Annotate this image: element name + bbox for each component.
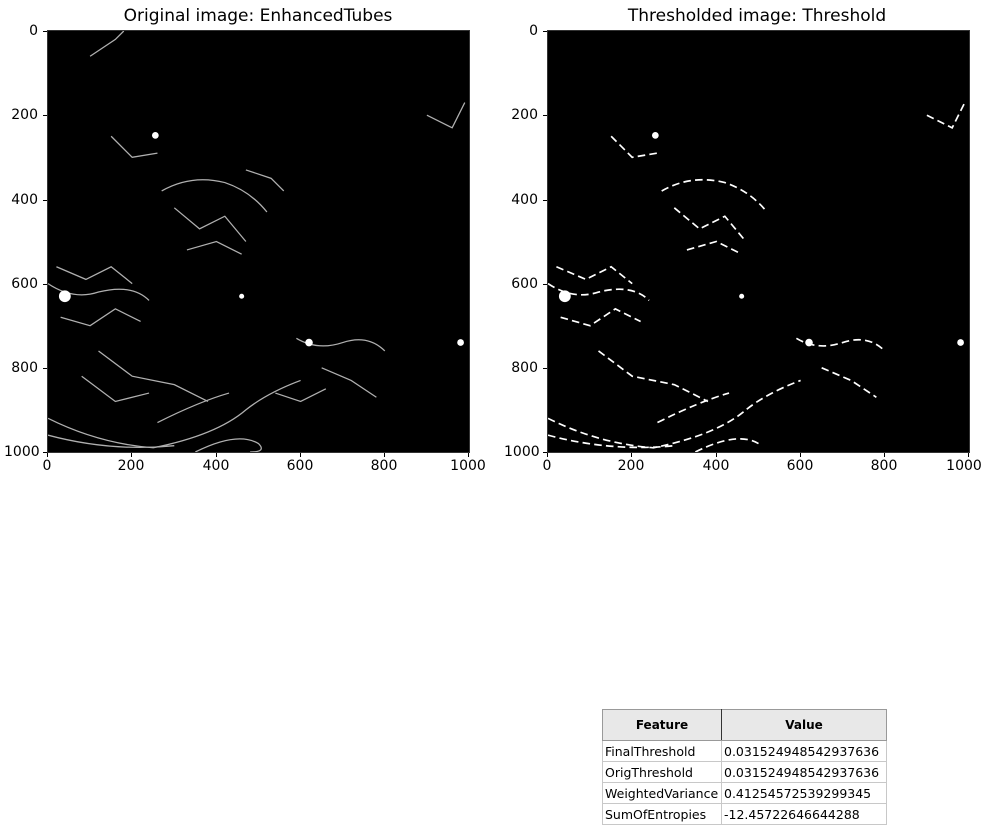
y-tick-mark xyxy=(43,368,47,369)
x-tick-label: 0 xyxy=(542,458,552,474)
y-tick-mark xyxy=(543,31,547,32)
threshold-image xyxy=(548,102,966,452)
y-tick-label: 0 xyxy=(29,23,38,39)
x-tick-label: 800 xyxy=(870,458,898,474)
column-header-value: Value xyxy=(721,709,887,741)
y-tick-mark xyxy=(543,115,547,116)
y-tick-label: 200 xyxy=(11,107,38,123)
y-tick-mark xyxy=(543,368,547,369)
y-tick-mark xyxy=(43,452,47,453)
x-tick-label: 1000 xyxy=(946,458,982,474)
y-tick-label: 600 xyxy=(11,276,38,292)
value-cell: 0.031524948542937636 xyxy=(721,740,887,762)
y-tick-label: 600 xyxy=(511,276,538,292)
x-tick-mark xyxy=(968,453,969,457)
x-tick-label: 400 xyxy=(202,458,230,474)
x-tick-label: 0 xyxy=(42,458,52,474)
table-row: OrigThreshold 0.031524948542937636 xyxy=(602,761,887,783)
x-tick-label: 1000 xyxy=(450,458,486,474)
x-tick-label: 400 xyxy=(702,458,730,474)
y-tick-label: 800 xyxy=(11,360,38,376)
y-tick-label: 400 xyxy=(11,192,38,208)
x-tick-mark xyxy=(800,453,801,457)
feature-cell: SumOfEntropies xyxy=(602,803,722,825)
y-tick-mark xyxy=(543,200,547,201)
x-tick-mark xyxy=(47,453,48,457)
x-tick-label: 800 xyxy=(370,458,398,474)
y-tick-mark xyxy=(43,200,47,201)
value-cell: 0.031524948542937636 xyxy=(721,761,887,783)
x-tick-mark xyxy=(384,453,385,457)
table-row: FinalThreshold 0.031524948542937636 xyxy=(602,740,887,762)
thresholded-image xyxy=(547,30,970,453)
column-header-feature: Feature xyxy=(602,709,722,741)
feature-cell: OrigThreshold xyxy=(602,761,722,783)
y-tick-label: 1000 xyxy=(4,444,40,460)
x-tick-label: 200 xyxy=(117,458,145,474)
x-tick-mark xyxy=(131,453,132,457)
y-tick-mark xyxy=(43,115,47,116)
y-tick-label: 0 xyxy=(529,23,538,39)
y-tick-mark xyxy=(43,31,47,32)
x-tick-mark xyxy=(631,453,632,457)
y-tick-label: 1000 xyxy=(504,444,540,460)
table-header-row: Feature Value xyxy=(602,709,887,741)
x-tick-mark xyxy=(884,453,885,457)
feature-cell: FinalThreshold xyxy=(602,740,722,762)
x-tick-mark xyxy=(716,453,717,457)
y-tick-label: 400 xyxy=(511,192,538,208)
enhanced-tubes-image xyxy=(48,31,466,452)
x-tick-mark xyxy=(300,453,301,457)
table-row: WeightedVariance 0.41254572539299345 xyxy=(602,782,887,804)
y-tick-label: 200 xyxy=(511,107,538,123)
y-tick-mark xyxy=(543,452,547,453)
x-tick-mark xyxy=(547,453,548,457)
y-tick-mark xyxy=(43,284,47,285)
y-tick-mark xyxy=(543,284,547,285)
x-tick-label: 200 xyxy=(617,458,645,474)
feature-cell: WeightedVariance xyxy=(602,782,722,804)
table-row: SumOfEntropies -12.45722646644288 xyxy=(602,803,887,825)
x-tick-mark xyxy=(468,453,469,457)
x-tick-mark xyxy=(216,453,217,457)
feature-table: Feature Value FinalThreshold 0.031524948… xyxy=(602,709,887,825)
original-image-title: Original image: EnhancedTubes xyxy=(123,6,393,26)
thresholded-image-title: Thresholded image: Threshold xyxy=(627,6,887,26)
y-tick-label: 800 xyxy=(511,360,538,376)
value-cell: -12.45722646644288 xyxy=(721,803,887,825)
value-cell: 0.41254572539299345 xyxy=(721,782,887,804)
x-tick-label: 600 xyxy=(286,458,314,474)
x-tick-label: 600 xyxy=(786,458,814,474)
original-image xyxy=(47,30,470,453)
